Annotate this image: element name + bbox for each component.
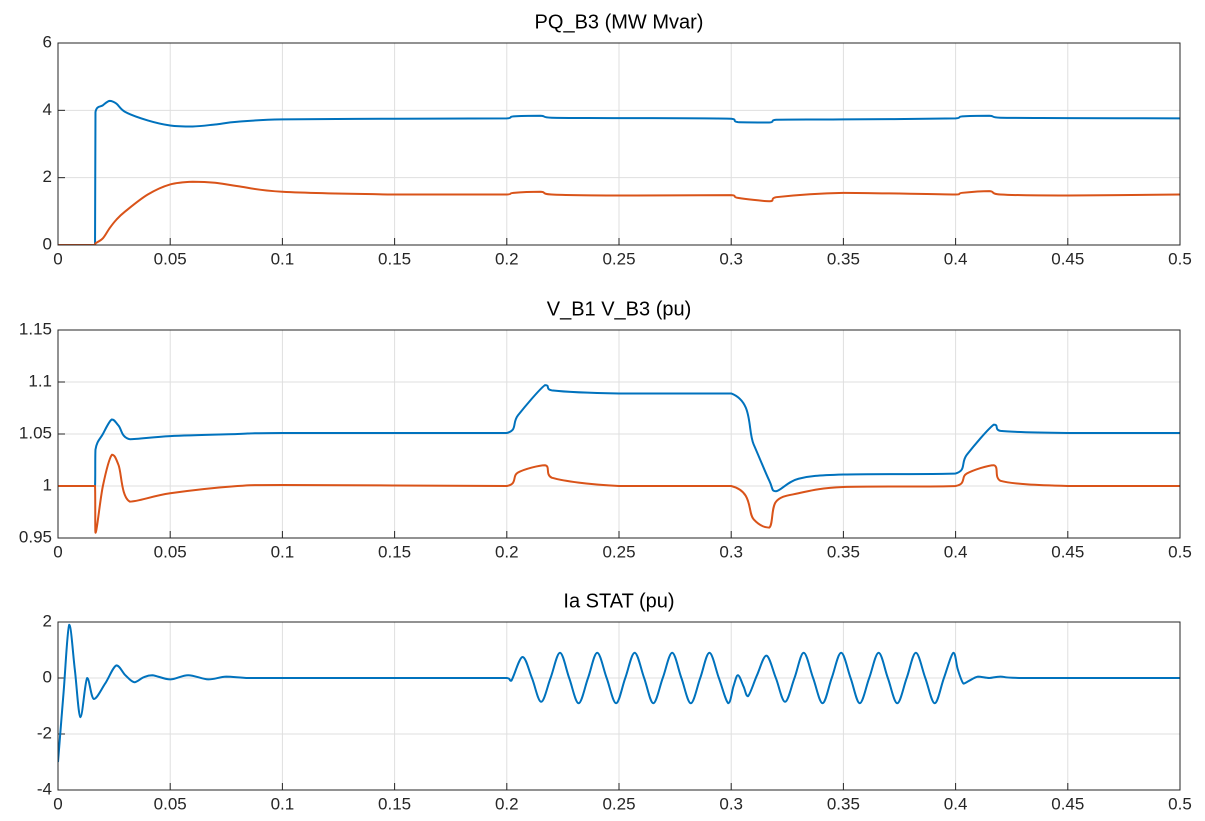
x-tick-label: 0.05 <box>154 249 187 268</box>
x-tick-label: 0.5 <box>1168 794 1192 813</box>
x-tick-label: 0.35 <box>827 542 860 561</box>
x-tick-label: 0.25 <box>602 542 635 561</box>
subplot: 0 0.05 0.1 0.15 0.2 0.25 0.3 0.35 0.4 0.45 0.5 0 2 4 6… <box>43 11 1192 268</box>
axes-box <box>57 329 1181 539</box>
x-tick-label: 0 <box>53 249 62 268</box>
x-tick-label: 0.15 <box>378 542 411 561</box>
chart-title: V_B1 V_B3 (pu) <box>547 298 692 320</box>
x-tick-label: 0.2 <box>495 249 519 268</box>
data-line <box>58 180 1180 245</box>
x-tick-label: 0.4 <box>944 794 968 813</box>
x-tick-label: 0.35 <box>827 794 860 813</box>
y-tick-label: -2 <box>37 723 52 742</box>
x-tick-label: 0.2 <box>495 542 519 561</box>
y-tick-label: 2 <box>43 167 52 186</box>
data-line <box>58 384 1180 493</box>
data-line <box>58 99 1180 245</box>
subplot: 0 0.05 0.1 0.15 0.2 0.25 0.3 0.35 0.4 0.45 0.5 -4 -2… <box>37 590 1192 813</box>
x-tick-label: 0.1 <box>271 249 295 268</box>
x-tick-label: 0.25 <box>602 794 635 813</box>
y-tick-label: 1.15 <box>19 319 52 338</box>
series-group <box>58 623 1180 763</box>
chart-title: Ia STAT (pu) <box>563 590 674 612</box>
y-tick-label: 0 <box>43 234 52 253</box>
x-tick-label: 0.35 <box>827 249 860 268</box>
x-tick-label: 0.05 <box>154 794 187 813</box>
y-tick-label: 0 <box>43 667 52 686</box>
y-tick-label: -4 <box>37 779 52 798</box>
axes-box <box>57 621 1181 791</box>
x-tick-label: 0.45 <box>1051 249 1084 268</box>
x-tick-label: 0.45 <box>1051 794 1084 813</box>
x-tick-label: 0 <box>53 794 62 813</box>
y-tick-label: 1.05 <box>19 423 52 442</box>
subplot: 0 0.05 0.1 0.15 0.2 0.25 0.3 0.35 0.4 0.45 0.5 0.95… <box>19 298 1192 561</box>
x-tick-label: 0.5 <box>1168 249 1192 268</box>
x-tick-label: 0.3 <box>719 249 743 268</box>
y-tick-label: 1.1 <box>28 371 52 390</box>
y-tick-label: 6 <box>43 32 52 51</box>
x-tick-label: 0 <box>53 542 62 561</box>
x-tick-label: 0.3 <box>719 542 743 561</box>
x-tick-label: 0.5 <box>1168 542 1192 561</box>
chart-title: PQ_B3 (MW Mvar) <box>535 11 704 33</box>
series-group <box>58 384 1180 534</box>
x-tick-label: 0.15 <box>378 794 411 813</box>
x-tick-label: 0.05 <box>154 542 187 561</box>
axes-box <box>57 42 1181 246</box>
data-line <box>58 623 1180 763</box>
y-tick-label: 2 <box>43 611 52 630</box>
data-line <box>58 453 1180 534</box>
y-tick-label: 1 <box>43 475 52 494</box>
x-tick-label: 0.15 <box>378 249 411 268</box>
x-tick-label: 0.25 <box>602 249 635 268</box>
x-tick-label: 0.1 <box>271 794 295 813</box>
y-tick-label: 4 <box>43 100 52 119</box>
y-tick-label: 0.95 <box>19 527 52 546</box>
x-tick-label: 0.45 <box>1051 542 1084 561</box>
x-tick-label: 0.4 <box>944 542 968 561</box>
x-tick-label: 0.4 <box>944 249 968 268</box>
x-tick-label: 0.1 <box>271 542 295 561</box>
series-group <box>58 99 1180 245</box>
x-tick-label: 0.2 <box>495 794 519 813</box>
x-tick-label: 0.3 <box>719 794 743 813</box>
